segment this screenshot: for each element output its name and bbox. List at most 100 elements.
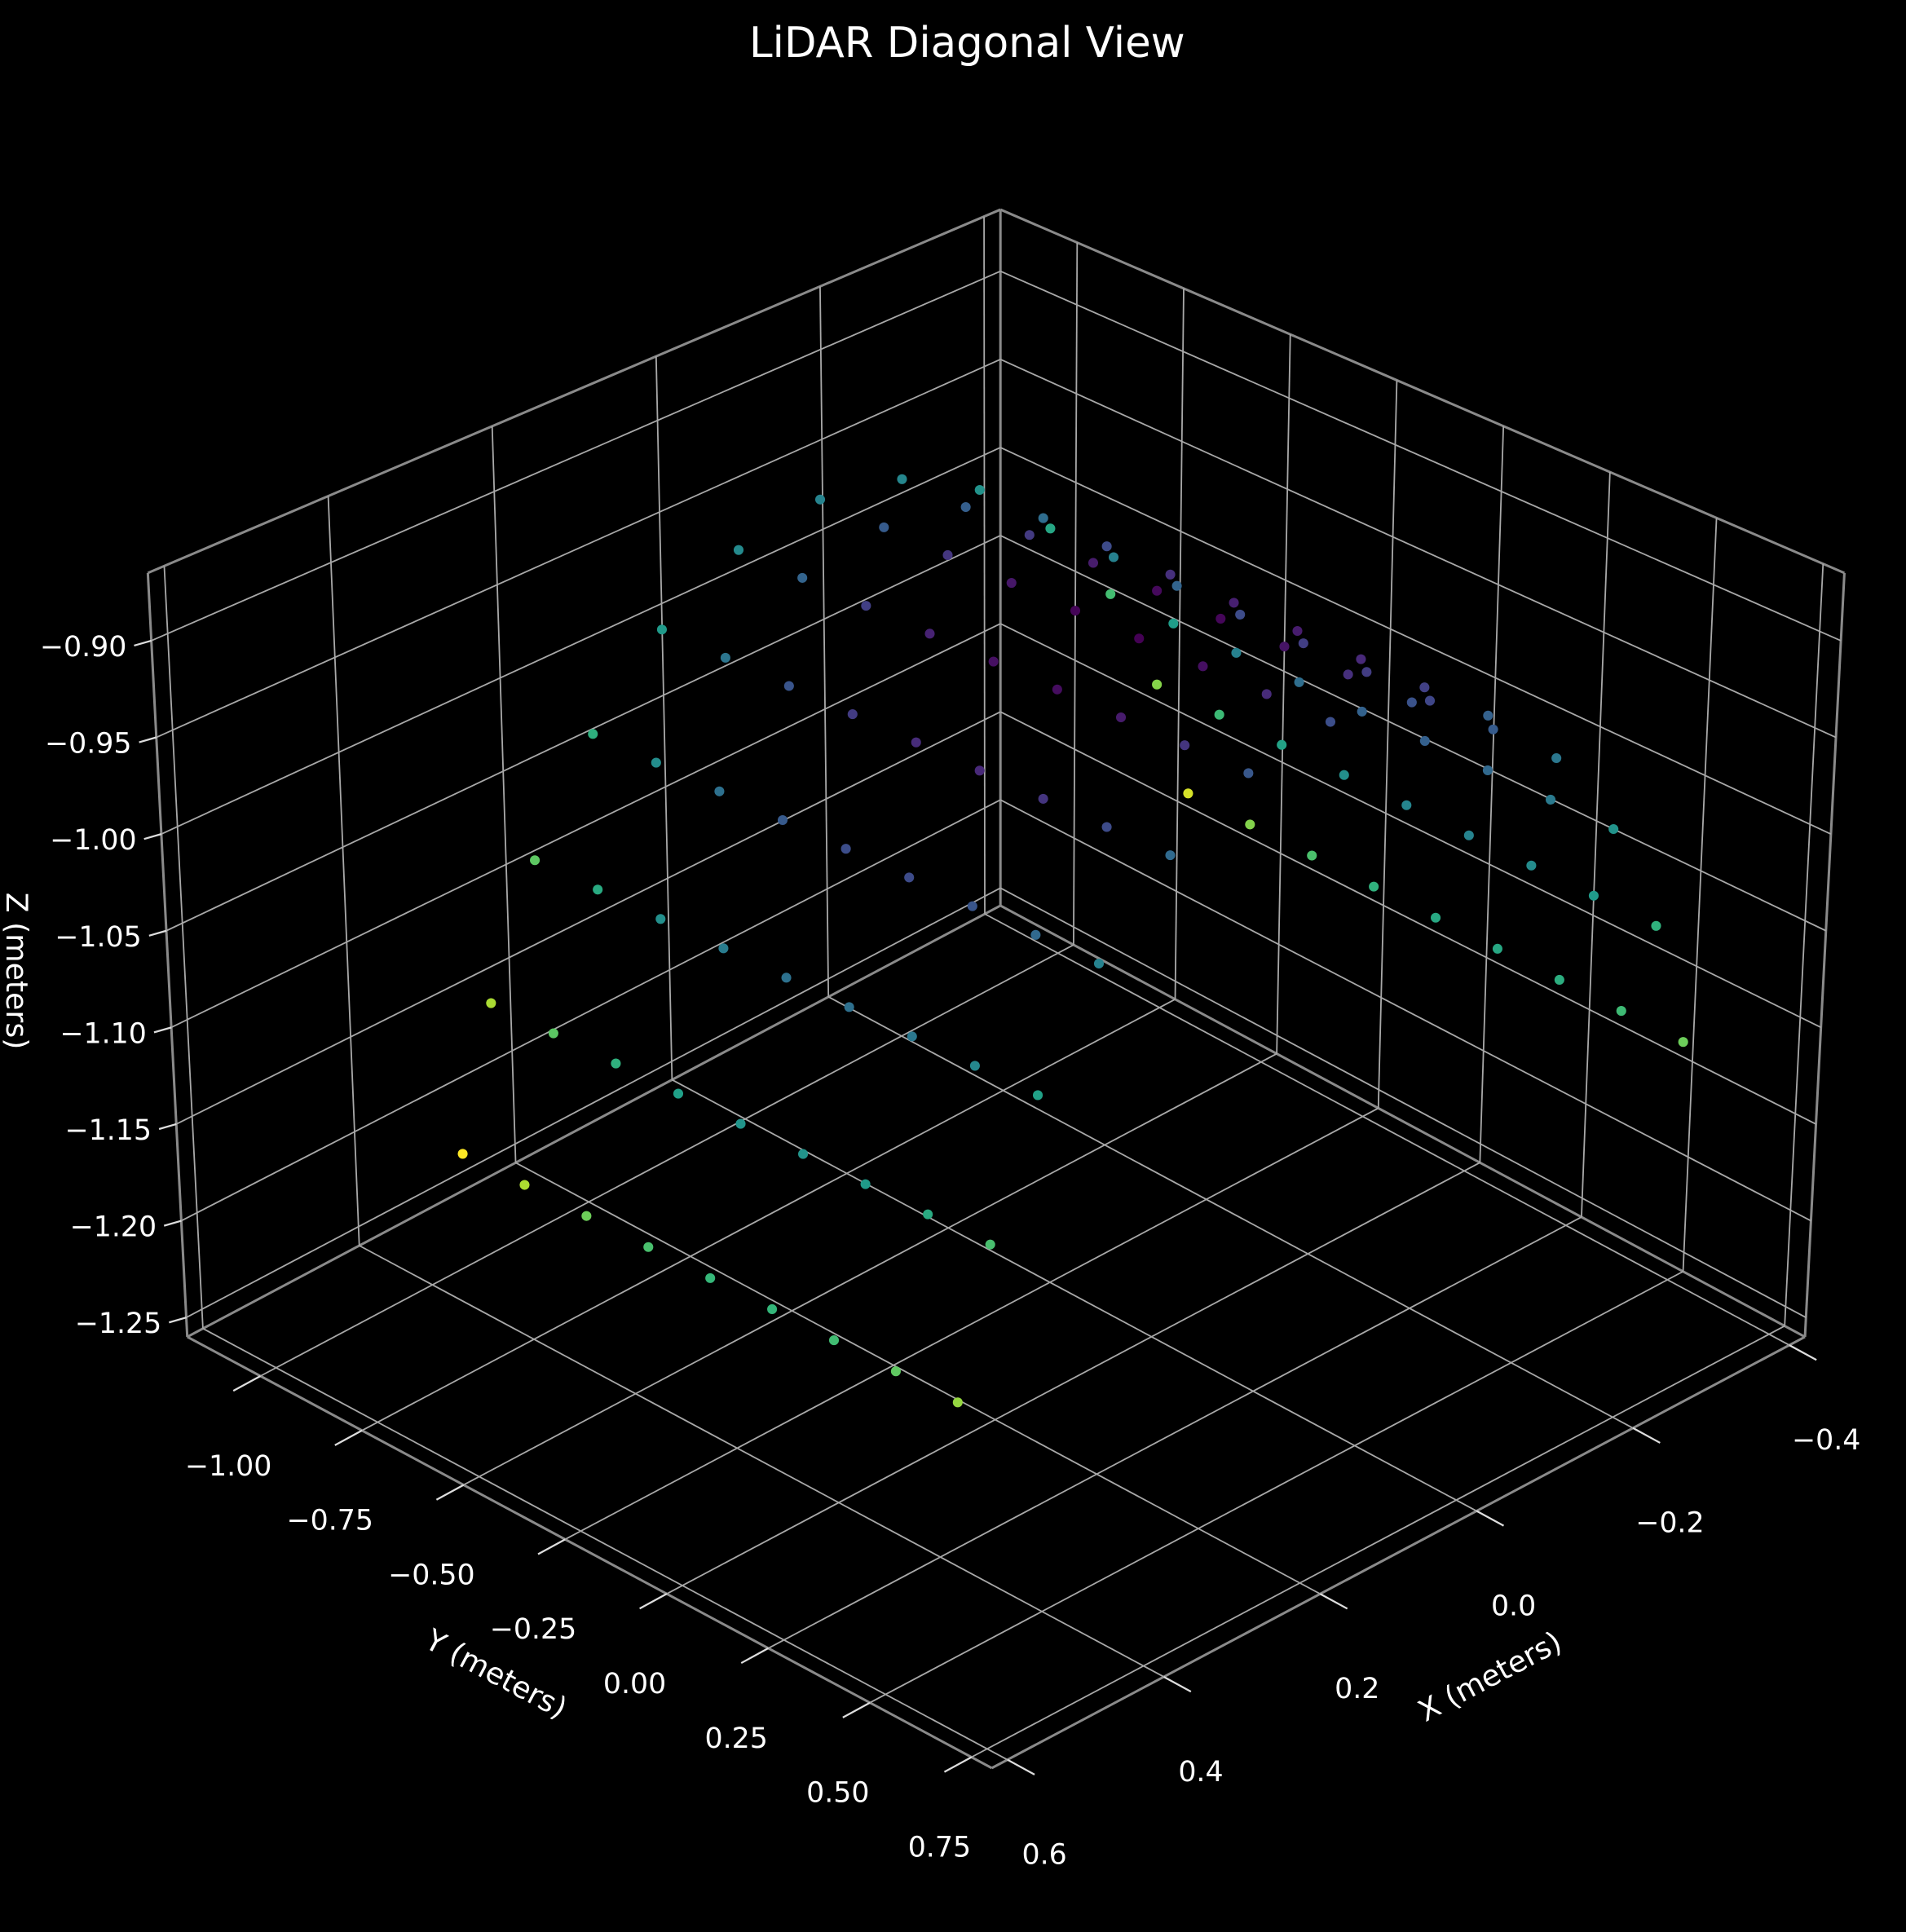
- grid-line: [827, 996, 1634, 1429]
- point: [588, 729, 598, 739]
- point: [1108, 552, 1119, 562]
- y-tick: [537, 1538, 566, 1555]
- z-tick: [169, 1317, 187, 1324]
- point: [1482, 765, 1493, 775]
- point: [907, 1031, 917, 1042]
- grid-line: [984, 913, 1790, 1346]
- point: [1216, 613, 1226, 624]
- point: [1183, 788, 1193, 799]
- x-tick: [1632, 1427, 1661, 1444]
- point: [974, 484, 985, 496]
- point: [1231, 647, 1242, 658]
- point: [1093, 958, 1105, 969]
- point: [1401, 800, 1412, 810]
- x-axis-label: X (meters): [1412, 1624, 1567, 1728]
- point: [897, 474, 907, 484]
- point: [1134, 633, 1145, 644]
- z-tick-label: −0.90: [40, 631, 127, 664]
- point: [1168, 618, 1179, 629]
- x-tick: [1163, 1675, 1192, 1693]
- point: [1277, 739, 1287, 750]
- point: [847, 709, 858, 720]
- point: [548, 1028, 558, 1039]
- point: [1152, 585, 1163, 596]
- grid-line: [186, 887, 1001, 1318]
- z-tick: [148, 929, 167, 937]
- point: [1551, 752, 1562, 764]
- y-tick-label: −1.00: [185, 1450, 271, 1483]
- z-tick: [163, 1220, 182, 1227]
- point: [1088, 558, 1099, 568]
- point: [974, 765, 985, 776]
- grid-line: [999, 711, 1816, 1125]
- point: [1361, 667, 1372, 677]
- point: [960, 501, 971, 513]
- point: [735, 1118, 746, 1129]
- point: [673, 1088, 684, 1099]
- point: [705, 1273, 716, 1283]
- z-tick-label: −1.05: [55, 921, 142, 954]
- pane-edge: [999, 904, 1806, 1339]
- point: [1171, 580, 1182, 591]
- y-tick-label: 0.75: [908, 1831, 971, 1864]
- pane-edge: [147, 208, 1001, 575]
- point: [1369, 881, 1379, 892]
- grid-line: [359, 1245, 1165, 1678]
- x-tick: [1007, 1758, 1035, 1775]
- point: [1298, 638, 1308, 649]
- grid-line: [768, 1216, 1582, 1649]
- z-tick-label: −1.25: [75, 1308, 162, 1340]
- point: [593, 884, 603, 895]
- point: [643, 1242, 654, 1252]
- point: [781, 973, 792, 983]
- grid-line: [156, 358, 1001, 739]
- point: [923, 1209, 933, 1220]
- point: [1406, 697, 1417, 708]
- z-tick-label: −1.15: [65, 1114, 152, 1147]
- grid-line: [161, 447, 1001, 835]
- z-tick: [158, 1123, 177, 1131]
- point: [1608, 823, 1619, 835]
- grid-line: [1276, 334, 1291, 1054]
- y-tick-label: 0.25: [704, 1722, 767, 1755]
- point: [1424, 695, 1436, 706]
- grid-line: [983, 216, 986, 915]
- z-tick-label: −1.20: [70, 1211, 157, 1244]
- z-tick: [143, 833, 162, 840]
- z-axis-label: Z (meters): [0, 893, 34, 1050]
- point: [718, 943, 729, 954]
- point: [1292, 625, 1303, 637]
- point: [1030, 929, 1041, 940]
- point: [1588, 890, 1599, 901]
- point: [1554, 974, 1564, 986]
- point: [952, 1397, 963, 1408]
- point: [611, 1058, 621, 1069]
- x-tick-label: 0.2: [1335, 1673, 1379, 1705]
- grid-line: [361, 999, 1176, 1431]
- grid-line: [1377, 380, 1398, 1109]
- point: [1294, 677, 1304, 687]
- point: [1101, 822, 1112, 832]
- pane-edge: [187, 904, 1001, 1339]
- point: [1261, 689, 1272, 699]
- point: [969, 1061, 980, 1071]
- point: [1006, 578, 1017, 589]
- point: [1430, 912, 1441, 923]
- point: [1678, 1037, 1688, 1048]
- point: [1356, 654, 1366, 664]
- x-tick-label: 0.6: [1021, 1839, 1066, 1872]
- point: [1165, 850, 1176, 861]
- point: [581, 1211, 592, 1221]
- grid-line: [260, 944, 1074, 1377]
- pane-edge: [146, 572, 189, 1337]
- grid-line: [671, 1078, 1477, 1512]
- point: [1235, 609, 1246, 620]
- point: [733, 545, 744, 555]
- grid-line: [655, 356, 673, 1080]
- point: [714, 786, 725, 796]
- point: [1045, 523, 1056, 534]
- grid-line: [666, 1162, 1480, 1595]
- y-tick-label: 0.50: [806, 1777, 869, 1810]
- grid-line: [999, 887, 1807, 1318]
